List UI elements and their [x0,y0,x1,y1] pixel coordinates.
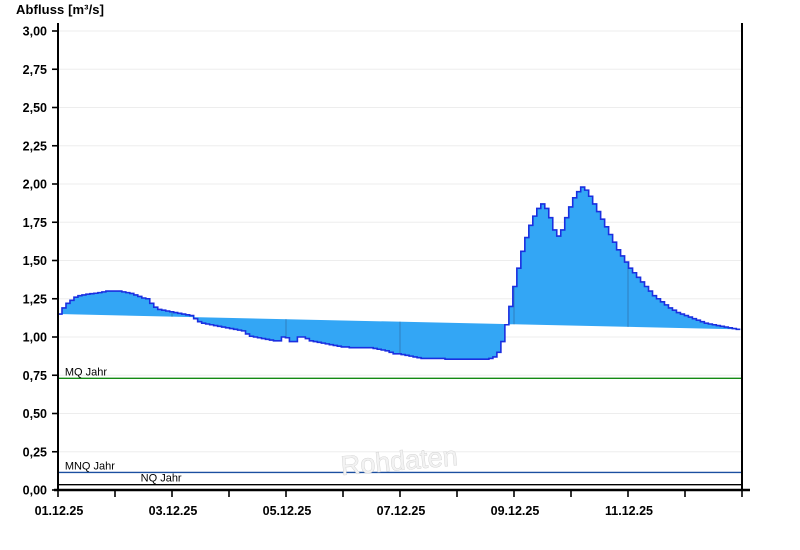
y-tick-label: 2,25 [23,139,47,153]
reference-lines [58,377,742,486]
y-tick-label: 2,75 [23,63,47,77]
y-tick-label: 1,50 [23,254,47,268]
axis-lines [54,23,750,492]
series-outline [58,186,741,360]
y-tick-label: 1,25 [23,292,47,306]
y-tick-label: 0,75 [23,369,47,383]
y-tick-label: 1,75 [23,216,47,230]
y-tick-label: 2,50 [23,101,47,115]
watermark-label: Rohdaten [340,441,459,481]
y-tick-label: 0,50 [23,407,47,421]
x-axis-ticks: 01.12.25 03.12.25 05.12.25 07.12.25 09.12.25… [35,490,743,518]
chart-axis-title: Abfluss [m³/s] [16,2,105,17]
x-tick-label: 03.12.25 [149,504,198,518]
reference-line-labels: MQ Jahr MNQ Jahr NQ Jahr [65,366,182,484]
reference-label-mnq-jahr: MNQ Jahr [65,460,115,472]
series-area-fill [58,187,741,360]
reference-label-nq-jahr: NQ Jahr [141,473,182,485]
watermark-rohdaten: Rohdaten [339,441,459,482]
y-tick-label: 2,00 [23,178,47,192]
reference-label-mq-jahr: MQ Jahr [65,366,108,378]
y-tick-label: 3,00 [23,25,47,39]
horizontal-gridlines [58,30,742,453]
x-tick-label: 05.12.25 [263,504,312,518]
y-tick-label: 0,00 [23,484,47,498]
x-tick-label: 01.12.25 [35,504,84,518]
y-tick-label: 1,00 [23,331,47,345]
y-axis-ticks: 3,00 2,75 2,50 2,25 2,00 1,75 1,50 1,25 1,00 0,75… [23,25,58,498]
x-tick-label: 11.12.25 [605,504,653,518]
x-tick-label: 07.12.25 [377,504,426,518]
y-tick-label: 0,25 [23,445,47,459]
x-tick-label: 09.12.25 [491,504,540,518]
